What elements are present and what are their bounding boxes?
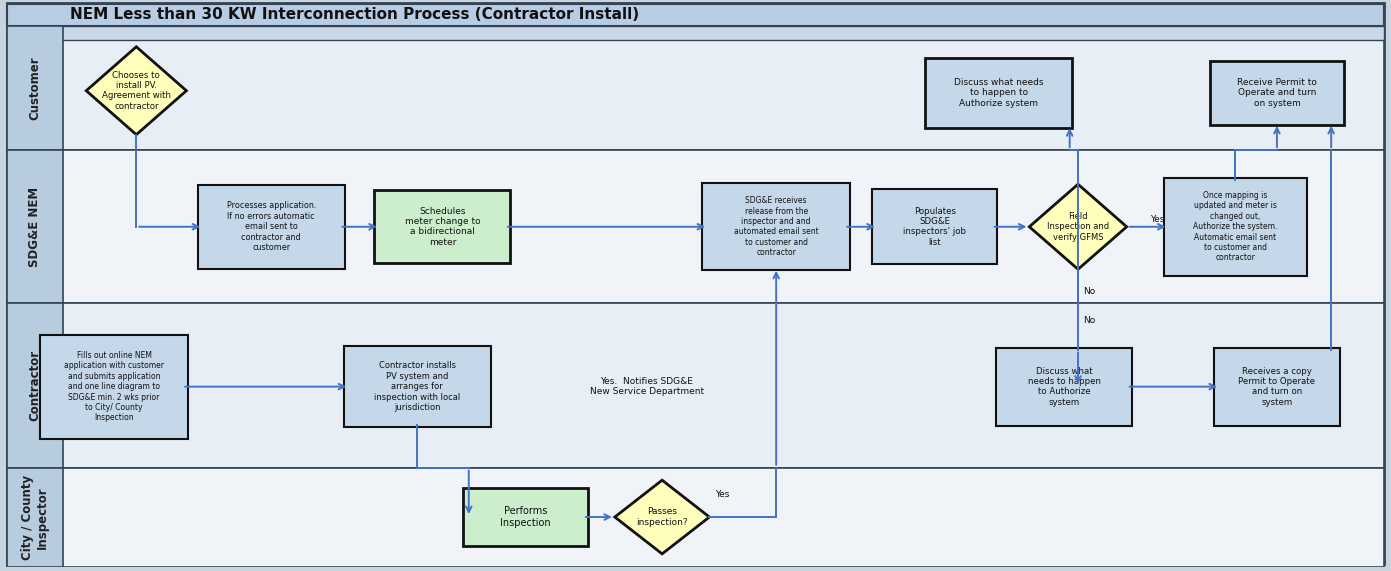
Polygon shape [86,47,186,135]
Text: Fills out online NEM
application with customer
and submits application
and one l: Fills out online NEM application with cu… [64,351,164,423]
Text: SDG&E receives
release from the
inspector and and
automated email sent
to custom: SDG&E receives release from the inspecto… [734,196,818,258]
FancyBboxPatch shape [7,303,1384,468]
FancyBboxPatch shape [7,26,1384,150]
Text: Receive Permit to
Operate and turn
on system: Receive Permit to Operate and turn on sy… [1237,78,1317,108]
Text: Yes.  Notifies SDG&E
New Service Department: Yes. Notifies SDG&E New Service Departme… [590,377,704,396]
FancyBboxPatch shape [7,26,63,150]
Text: Field
Inspection and
verify GFMS: Field Inspection and verify GFMS [1047,212,1109,242]
Text: City / County
Inspector: City / County Inspector [21,475,49,560]
Text: Yes: Yes [1150,215,1164,224]
FancyBboxPatch shape [7,468,63,567]
FancyBboxPatch shape [7,3,1384,564]
Text: NEM Less than 30 KW Interconnection Process (Contractor Install): NEM Less than 30 KW Interconnection Proc… [70,7,638,22]
FancyBboxPatch shape [872,189,997,264]
FancyBboxPatch shape [7,4,1384,26]
Text: Receives a copy
Permit to Operate
and turn on
system: Receives a copy Permit to Operate and tu… [1238,367,1316,407]
FancyBboxPatch shape [40,335,188,439]
FancyBboxPatch shape [1214,348,1340,426]
Text: Schedules
meter change to
a bidirectional
meter: Schedules meter change to a bidirectiona… [405,207,480,247]
Text: Performs
Inspection: Performs Inspection [501,506,551,528]
FancyBboxPatch shape [344,346,491,427]
Text: Contractor: Contractor [28,350,42,421]
FancyBboxPatch shape [702,183,850,270]
FancyBboxPatch shape [7,468,1384,567]
FancyBboxPatch shape [1210,61,1344,125]
Text: Once mapping is
updated and meter is
changed out,
Authorize the system.
Automati: Once mapping is updated and meter is cha… [1193,191,1277,263]
FancyBboxPatch shape [463,488,588,546]
Text: No: No [1084,316,1096,325]
Text: SDG&E NEM: SDG&E NEM [28,187,42,267]
Text: Customer: Customer [28,56,42,120]
Text: Yes: Yes [715,490,729,499]
FancyBboxPatch shape [7,150,1384,303]
Text: Passes
inspection?: Passes inspection? [636,507,689,526]
FancyBboxPatch shape [374,191,510,263]
Text: Chooses to
install PV.
Agreement with
contractor: Chooses to install PV. Agreement with co… [102,71,171,111]
Text: Contractor installs
PV system and
arranges for
inspection with local
jurisdictio: Contractor installs PV system and arrang… [374,361,460,412]
Text: Discuss what
needs to happen
to Authorize
system: Discuss what needs to happen to Authoriz… [1028,367,1100,407]
FancyBboxPatch shape [198,185,345,269]
Polygon shape [615,480,709,554]
Text: No: No [1084,287,1096,296]
FancyBboxPatch shape [925,58,1072,128]
Polygon shape [1029,184,1127,270]
Text: Discuss what needs
to happen to
Authorize system: Discuss what needs to happen to Authoriz… [954,78,1043,108]
FancyBboxPatch shape [7,303,63,468]
FancyBboxPatch shape [1163,178,1306,276]
Text: Populates
SDG&E
inspectors' job
list: Populates SDG&E inspectors' job list [903,207,967,247]
FancyBboxPatch shape [7,150,63,303]
FancyBboxPatch shape [7,26,1384,39]
Text: Processes application.
If no errors automatic
email sent to
contractor and
custo: Processes application. If no errors auto… [227,202,316,252]
FancyBboxPatch shape [996,348,1132,426]
